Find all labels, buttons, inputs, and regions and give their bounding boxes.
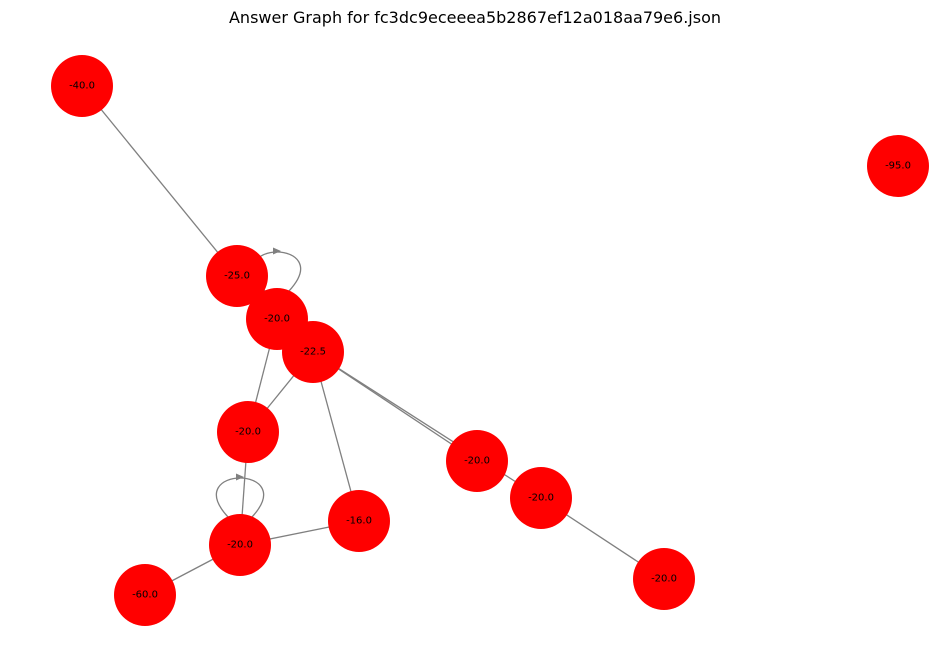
nodes-layer: -40.0 -95.0 -25.0 -20.0 -22.5 -20.0 -20.0 -20.0… xyxy=(51,55,929,626)
graph-node: -40.0 xyxy=(51,55,113,117)
node-label: -20.0 xyxy=(264,314,290,325)
node-circle xyxy=(51,55,113,117)
node-label: -20.0 xyxy=(464,456,490,467)
graph-node: -22.5 xyxy=(282,321,344,383)
node-circle xyxy=(446,430,508,492)
self-loop-arrowhead xyxy=(236,473,244,481)
node-label: -60.0 xyxy=(132,590,158,601)
node-circle xyxy=(209,514,271,576)
graph-node: -20.0 xyxy=(510,467,572,529)
node-label: -20.0 xyxy=(227,540,253,551)
node-label: -16.0 xyxy=(346,516,372,527)
node-label: -20.0 xyxy=(235,427,261,438)
node-circle xyxy=(633,548,695,610)
graph-node: -20.0 xyxy=(633,548,695,610)
node-circle xyxy=(867,135,929,197)
graph-node: -95.0 xyxy=(867,135,929,197)
node-label: -20.0 xyxy=(528,493,554,504)
graph-node: -20.0 xyxy=(209,514,271,576)
node-circle xyxy=(217,401,279,463)
graph-node: -25.0 xyxy=(206,245,268,307)
node-circle xyxy=(206,245,268,307)
node-label: -20.0 xyxy=(651,574,677,585)
node-label: -95.0 xyxy=(885,161,911,172)
graph-node: -20.0 xyxy=(217,401,279,463)
graph-node: -60.0 xyxy=(114,564,176,626)
node-label: -22.5 xyxy=(300,347,326,358)
node-label: -25.0 xyxy=(224,271,250,282)
node-circle xyxy=(328,490,390,552)
graph-title: Answer Graph for fc3dc9eceeea5b2867ef12a… xyxy=(228,8,721,27)
node-label: -40.0 xyxy=(69,81,95,92)
self-loop-edge xyxy=(215,477,265,518)
node-circle xyxy=(282,321,344,383)
graph-node: -16.0 xyxy=(328,490,390,552)
node-circle xyxy=(510,467,572,529)
graph-node: -20.0 xyxy=(446,430,508,492)
graph-edge xyxy=(81,85,238,277)
node-circle xyxy=(114,564,176,626)
self-loop-arrowhead xyxy=(273,247,281,255)
